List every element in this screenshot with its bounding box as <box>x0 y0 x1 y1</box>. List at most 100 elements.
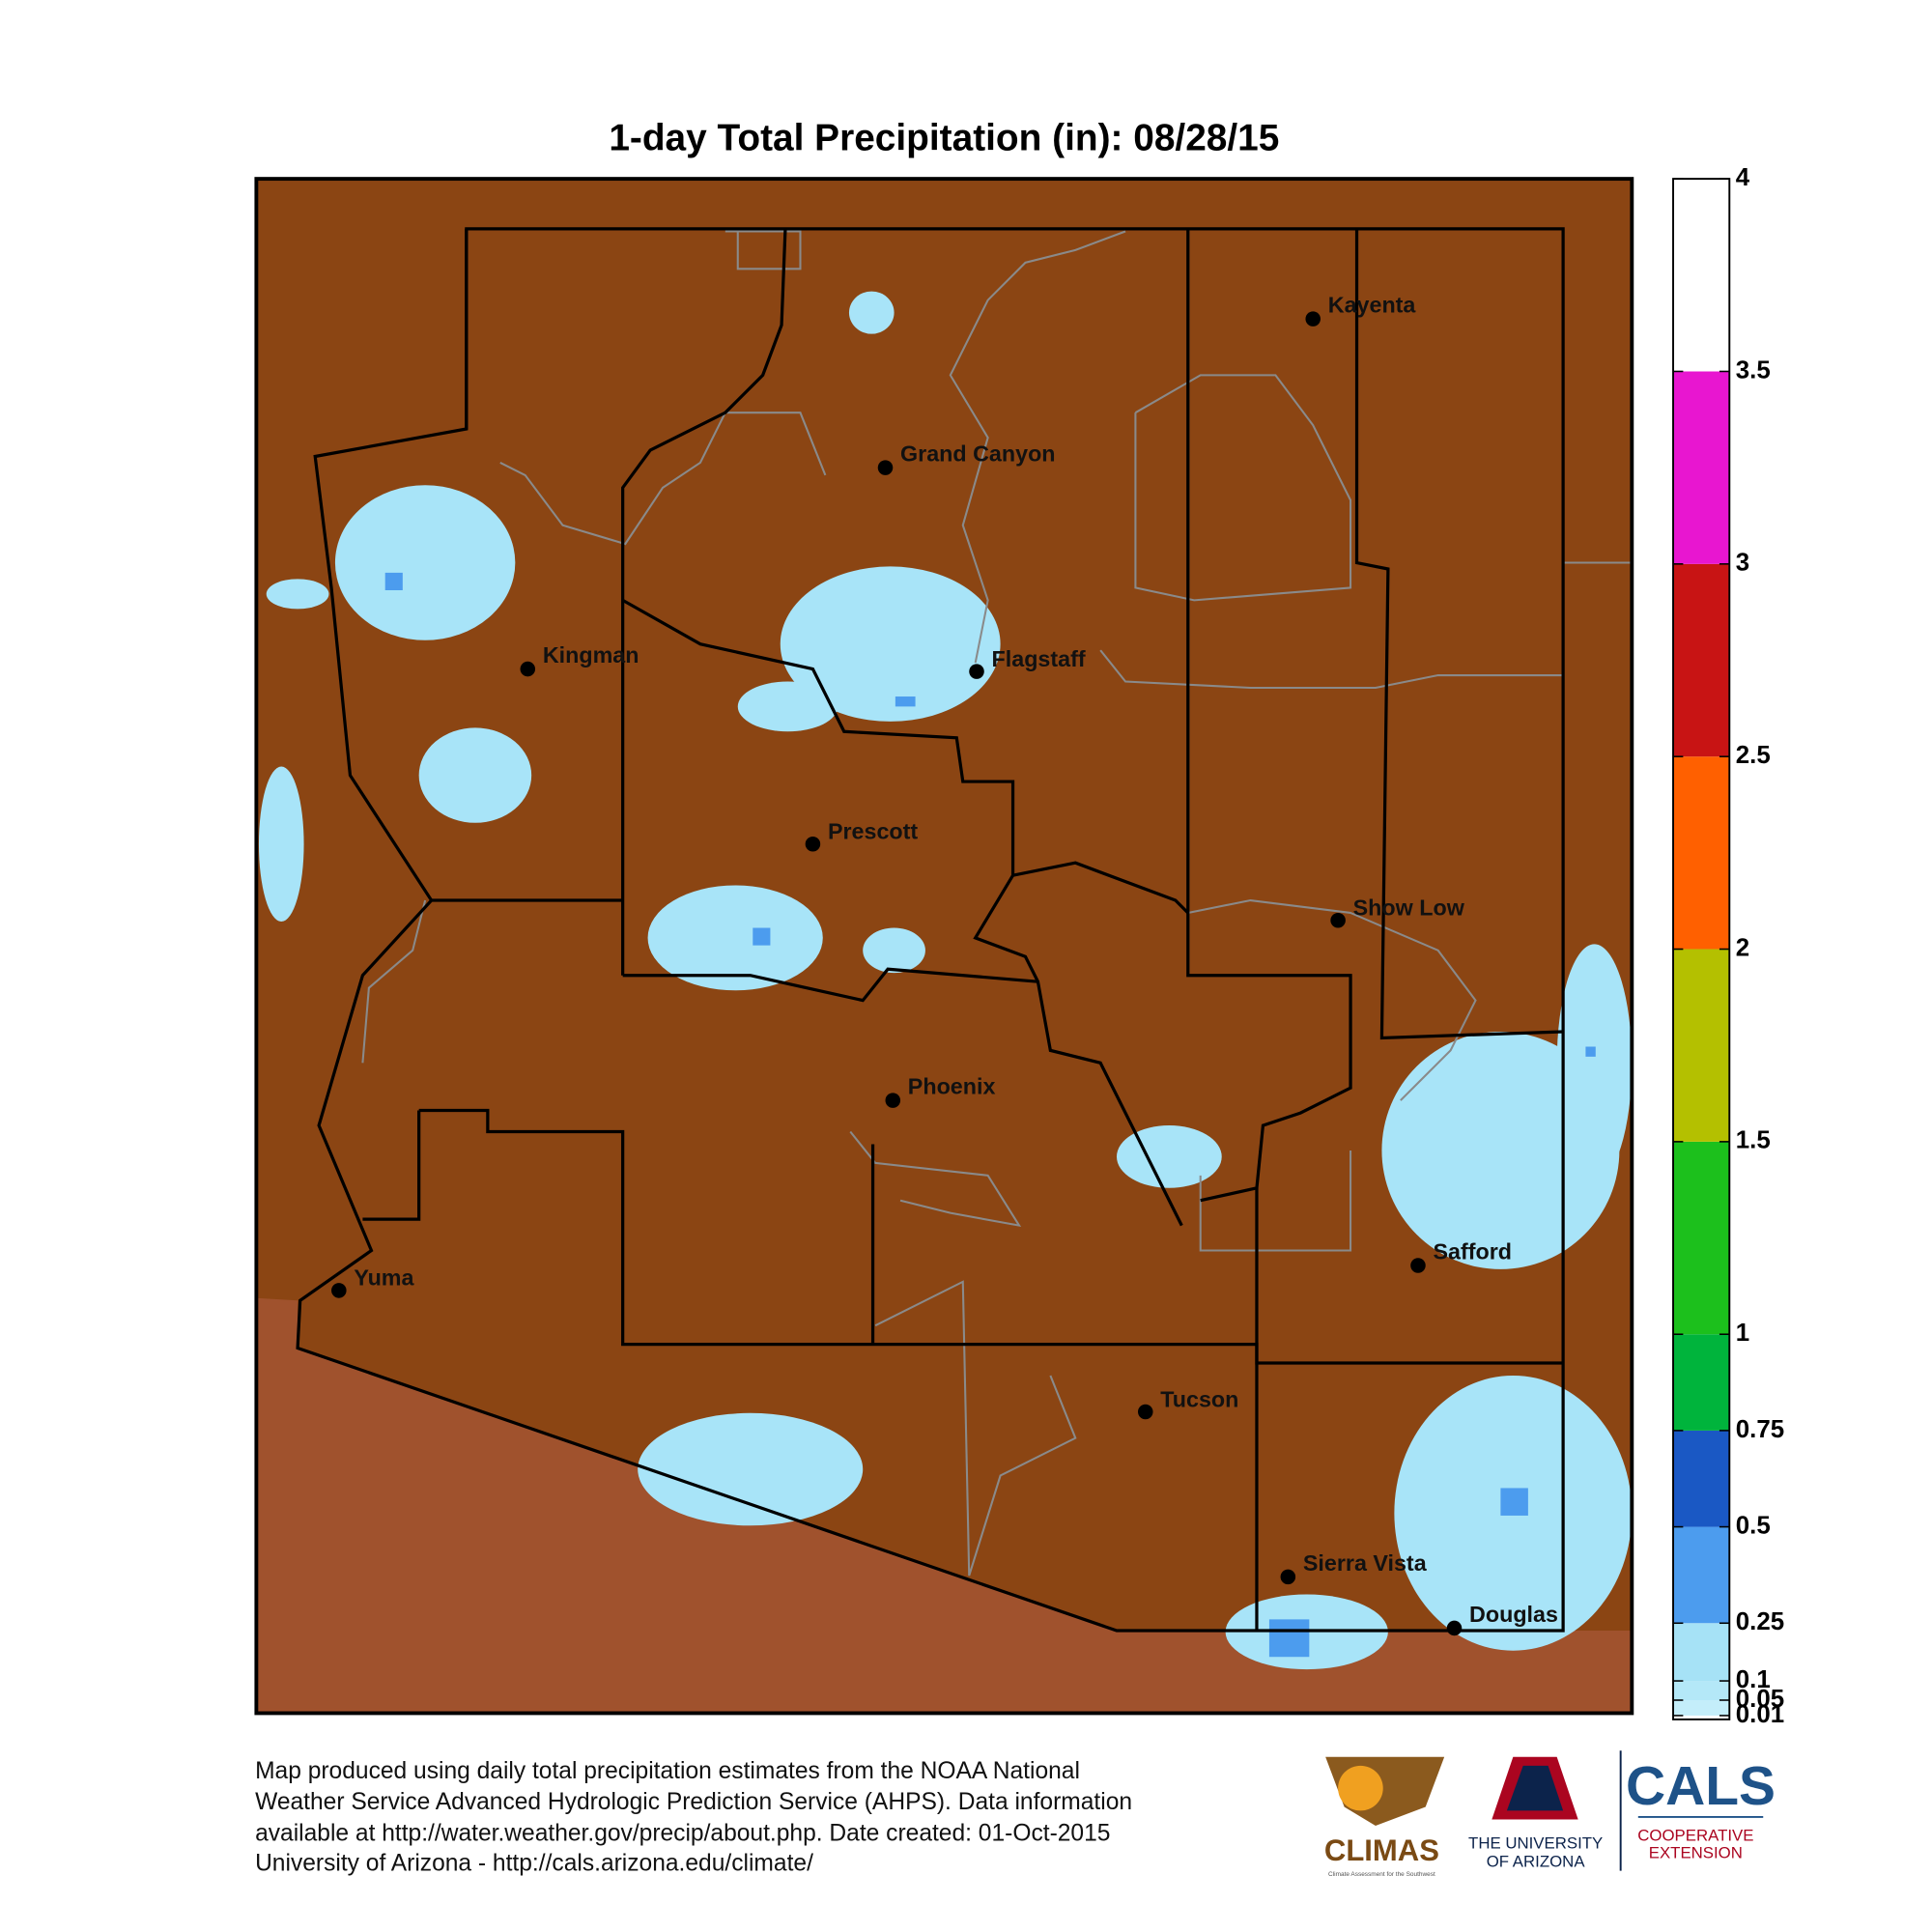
logos: CLIMAS Climate Assessment for the Southw… <box>1324 1750 1776 1878</box>
colorbar-bin <box>1673 1430 1730 1527</box>
rain-area <box>863 927 925 974</box>
boundary <box>849 1130 1022 1228</box>
cals-text: COOPERATIVE <box>1637 1827 1753 1845</box>
ua-text: THE UNIVERSITY <box>1468 1833 1603 1852</box>
climas-logo: CLIMAS <box>1324 1833 1439 1867</box>
colorbar-label: 0.5 <box>1736 1512 1771 1539</box>
counties <box>296 227 1565 1633</box>
mexico <box>256 1297 1633 1714</box>
colorbar-bin <box>1673 756 1730 950</box>
rain-area <box>266 579 329 610</box>
map-frame <box>254 177 1634 1716</box>
city-dot <box>1137 1404 1153 1420</box>
footer-line: Map produced using daily total precipita… <box>255 1758 1080 1784</box>
colorbar-label: 2.5 <box>1736 742 1771 769</box>
rain-spot <box>1268 1619 1310 1658</box>
city-label: Show Low <box>1353 895 1465 921</box>
state-outline <box>296 227 1565 1633</box>
colorbar-label: 3 <box>1736 550 1749 577</box>
colorbar-label: 1 <box>1736 1320 1749 1347</box>
county-line <box>621 598 1183 1227</box>
rain-area <box>334 485 516 640</box>
boundary <box>1199 1150 1352 1252</box>
city-dot <box>885 1093 901 1108</box>
rain-spot <box>1585 1046 1596 1057</box>
colorbar-bin <box>1673 1334 1730 1431</box>
rain-area <box>638 1412 864 1526</box>
rain-spot <box>895 696 916 707</box>
city-label: Prescott <box>828 819 918 844</box>
footer-line: available at http://water.weather.gov/pr… <box>255 1821 1110 1847</box>
boundary <box>724 230 802 270</box>
cals-text: EXTENSION <box>1649 1844 1743 1862</box>
city-dot <box>1330 912 1346 928</box>
footer-line: University of Arizona - http://cals.ariz… <box>255 1851 813 1877</box>
rain-area <box>737 681 838 732</box>
city-dot <box>1280 1569 1296 1585</box>
city-dot <box>805 837 821 852</box>
colorbar-bin <box>1673 949 1730 1142</box>
city-dot <box>1446 1620 1463 1636</box>
city-dot <box>520 661 536 677</box>
rain-area <box>1116 1125 1222 1188</box>
county-line <box>362 1110 421 1221</box>
city-label: Sierra Vista <box>1303 1550 1428 1576</box>
colorbar-bin <box>1673 1141 1730 1335</box>
footer-line: Weather Service Advanced Hydrologic Pred… <box>255 1789 1132 1815</box>
rain-area <box>1556 944 1633 1182</box>
climas-sub: Climate Assessment for the Southwest <box>1328 1871 1435 1878</box>
rain-area <box>258 766 304 923</box>
city-label: Douglas <box>1469 1602 1558 1627</box>
city-dot <box>877 460 894 475</box>
city-label: Kayenta <box>1328 293 1417 318</box>
boundary <box>1187 898 1477 1101</box>
city-dot <box>331 1283 347 1298</box>
rain-area <box>780 566 1001 722</box>
rain-spot <box>753 927 771 946</box>
precipitation <box>258 291 1633 1670</box>
cities: Kayenta Grand Canyon Kingman Flagstaff P… <box>331 293 1558 1636</box>
colorbar-bin <box>1673 179 1730 372</box>
county-line <box>1186 228 1352 1203</box>
city-label: Safford <box>1433 1239 1512 1264</box>
rain-area <box>647 885 823 991</box>
city-label: Yuma <box>354 1265 414 1291</box>
city-label: Grand Canyon <box>900 441 1056 467</box>
colorbar-label: 0.05 <box>1736 1686 1784 1713</box>
colorbar-label: 0.25 <box>1736 1608 1784 1635</box>
colorbar-label: 0.1 <box>1736 1666 1771 1693</box>
colorbar-label: 3.5 <box>1736 356 1771 384</box>
map-title: 1-day Total Precipitation (in): 08/28/15 <box>609 117 1279 158</box>
colorbar: 0.010.050.1 0.25 0.5 0.75 1 1.5 2 2.5 3 3.5 4 <box>1672 164 1784 1728</box>
city-dot <box>969 664 984 679</box>
city-label: Flagstaff <box>992 646 1086 671</box>
county-line <box>1354 228 1564 1040</box>
colorbar-bin <box>1673 1623 1730 1682</box>
city-label: Phoenix <box>908 1074 996 1099</box>
rain-spot <box>1500 1488 1528 1516</box>
map-layout: 1-day Total Precipitation (in): 08/28/15 <box>254 117 1784 1878</box>
colorbar-label: 0.75 <box>1736 1416 1784 1443</box>
colorbar-bin <box>1673 371 1730 564</box>
colorbar-bin <box>1673 1700 1730 1716</box>
city-dot <box>1305 311 1321 327</box>
ua-logo-inner <box>1506 1765 1564 1811</box>
county-line <box>622 967 1038 1003</box>
county-line <box>1012 861 1189 915</box>
rain-spot <box>384 572 403 591</box>
rain-area <box>418 727 532 823</box>
colorbar-bin <box>1673 563 1730 757</box>
colorbar-label: 4 <box>1736 164 1750 191</box>
boundary <box>361 899 427 1064</box>
colorbar-label: 1.5 <box>1736 1127 1771 1154</box>
ua-text: OF ARIZONA <box>1487 1853 1586 1871</box>
boundary <box>1099 649 1564 690</box>
cals-logo: CALS <box>1626 1755 1776 1817</box>
boundary <box>874 1280 1077 1577</box>
county-line <box>621 228 787 976</box>
boundary <box>499 412 827 546</box>
colorbar-label: 2 <box>1736 934 1749 961</box>
colorbar-bin <box>1673 1526 1730 1624</box>
colorbar-label: 0.01 <box>1736 1701 1784 1728</box>
